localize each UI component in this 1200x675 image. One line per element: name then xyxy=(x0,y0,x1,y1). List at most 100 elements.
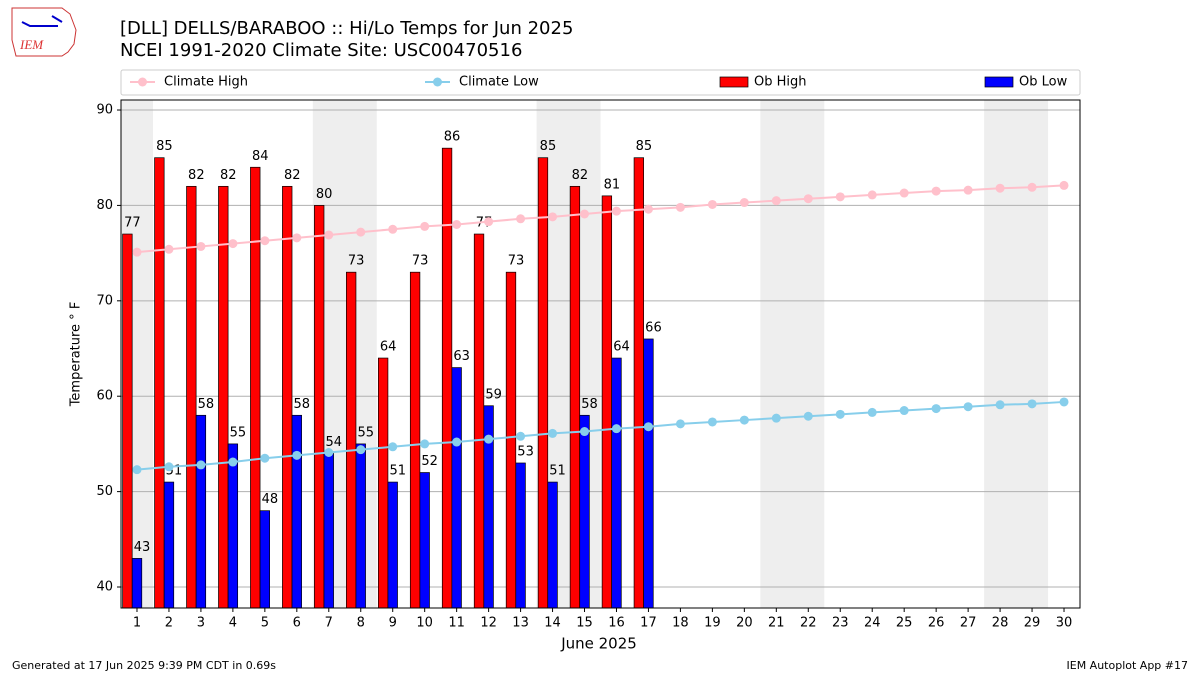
point xyxy=(324,230,334,240)
bar xyxy=(601,195,613,609)
bar xyxy=(250,166,261,609)
bar xyxy=(195,414,207,609)
point xyxy=(675,419,685,429)
point xyxy=(260,236,270,246)
data-label: 86 xyxy=(444,130,461,145)
data-label: 81 xyxy=(604,177,621,192)
data-label: 82 xyxy=(572,168,589,183)
point xyxy=(803,194,813,204)
point xyxy=(1059,397,1069,407)
data-label: 66 xyxy=(645,320,662,335)
point xyxy=(196,460,206,470)
bar xyxy=(579,414,590,609)
chart-title: [DLL] DELLS/BARABOO :: Hi/Lo Temps for J… xyxy=(120,18,573,39)
legend-swatch xyxy=(719,76,749,88)
point xyxy=(452,437,462,447)
bar xyxy=(291,414,302,609)
x-tick-label: 26 xyxy=(928,616,945,631)
data-label: 63 xyxy=(453,349,470,364)
bar xyxy=(569,185,581,609)
point xyxy=(1027,182,1037,192)
bar xyxy=(419,472,430,609)
point xyxy=(548,212,558,222)
bar xyxy=(218,185,229,609)
x-tick-label: 19 xyxy=(704,616,721,631)
bar xyxy=(282,185,293,609)
line xyxy=(136,184,1065,254)
data-label: 77 xyxy=(124,216,141,231)
x-tick-label: 12 xyxy=(480,616,497,631)
point xyxy=(739,198,749,208)
point xyxy=(388,224,398,234)
data-label: 73 xyxy=(412,254,429,269)
x-tick-label: 30 xyxy=(1056,616,1073,631)
legend-label: Ob High xyxy=(754,75,807,90)
point xyxy=(739,415,749,425)
data-label: 85 xyxy=(156,139,173,154)
point xyxy=(707,417,717,427)
data-label: 64 xyxy=(613,340,630,355)
legend-box xyxy=(120,69,1081,96)
point xyxy=(899,188,909,198)
y-tick-label: 90 xyxy=(96,103,113,118)
x-tick-label: 24 xyxy=(864,616,881,631)
point xyxy=(356,445,366,455)
bar xyxy=(122,233,133,609)
point xyxy=(196,241,206,251)
point xyxy=(356,227,366,237)
y-tick-label: 50 xyxy=(96,484,113,499)
point xyxy=(771,413,781,423)
weekend-shade xyxy=(984,100,1049,608)
weekend-shade xyxy=(760,100,825,608)
bar xyxy=(643,338,654,609)
point xyxy=(835,409,845,419)
legend-marker xyxy=(433,77,442,87)
point xyxy=(324,447,334,457)
x-tick-label: 9 xyxy=(389,616,397,631)
bar xyxy=(131,558,143,609)
point xyxy=(835,192,845,202)
logo-text: IEM xyxy=(19,37,44,52)
x-axis-label: June 2025 xyxy=(560,635,637,653)
point xyxy=(803,411,813,421)
data-label: 48 xyxy=(262,492,279,507)
legend-label: Climate High xyxy=(164,75,248,90)
data-label: 58 xyxy=(198,397,215,412)
point xyxy=(643,422,653,432)
point xyxy=(260,453,270,463)
chart-subtitle: NCEI 1991-2020 Climate Site: USC00470516 xyxy=(120,40,522,61)
point xyxy=(164,244,174,254)
point xyxy=(771,196,781,206)
point xyxy=(228,457,238,467)
point xyxy=(867,190,877,200)
bar xyxy=(227,443,239,609)
y-tick-label: 60 xyxy=(96,389,113,404)
bar xyxy=(346,271,357,609)
x-tick-label: 4 xyxy=(229,616,237,631)
point xyxy=(132,465,142,475)
legend-marker xyxy=(138,77,147,87)
x-tick-label: 6 xyxy=(293,616,301,631)
point xyxy=(899,406,909,416)
x-tick-label: 17 xyxy=(640,616,657,631)
bar xyxy=(387,481,398,609)
x-tick-label: 10 xyxy=(416,616,433,631)
x-tick-label: 1 xyxy=(133,616,141,631)
point xyxy=(1059,180,1069,190)
plot-frame xyxy=(120,99,1081,609)
data-label: 85 xyxy=(540,139,557,154)
bar xyxy=(409,271,421,609)
legend-label: Climate Low xyxy=(459,75,539,90)
bar xyxy=(451,367,462,609)
point xyxy=(995,400,1005,410)
logo: IEM xyxy=(11,7,77,57)
bar xyxy=(377,357,389,609)
bar xyxy=(154,157,165,609)
data-label: 53 xyxy=(517,444,534,459)
point xyxy=(580,427,590,437)
data-label: 54 xyxy=(326,435,343,450)
bar xyxy=(314,205,325,609)
point xyxy=(963,402,973,412)
x-tick-label: 28 xyxy=(992,616,1009,631)
point xyxy=(292,450,302,460)
